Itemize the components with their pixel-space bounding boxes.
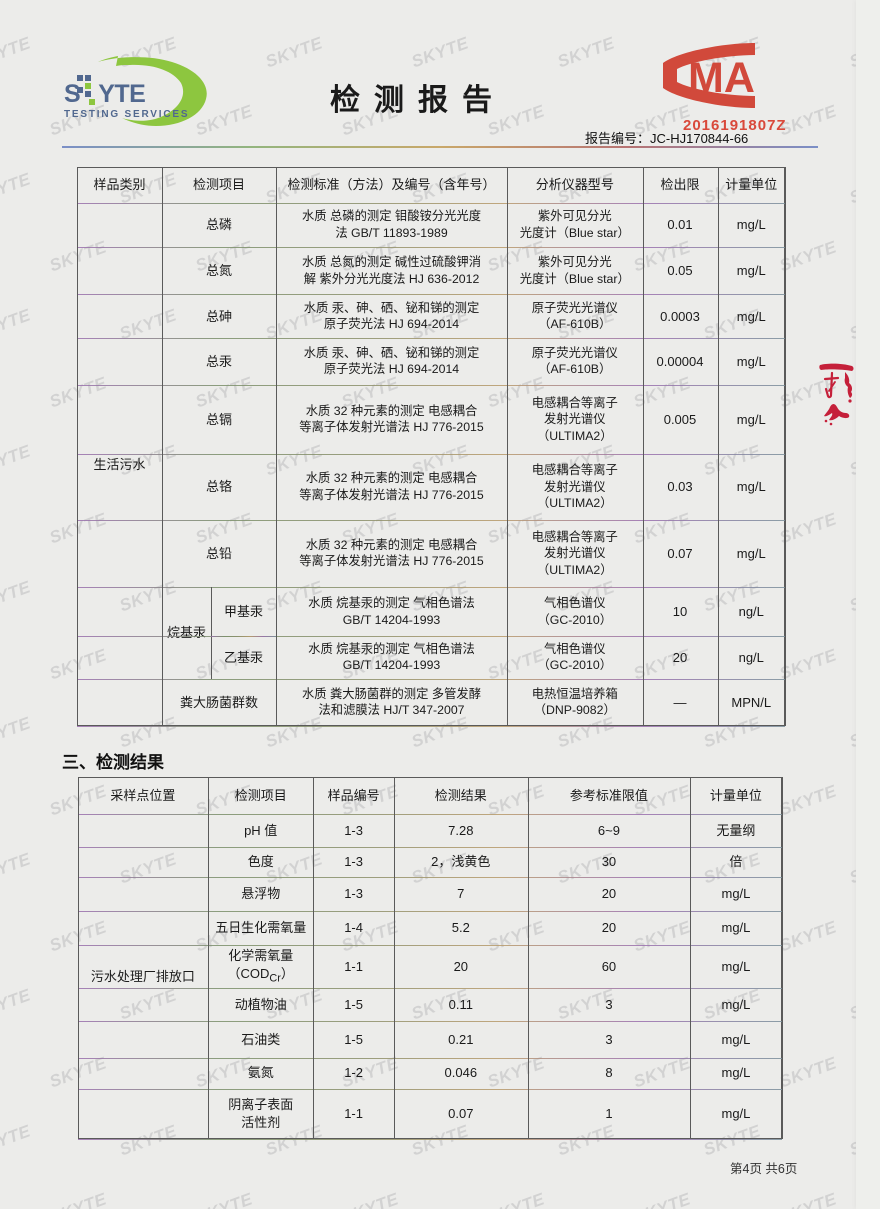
svg-text:MA: MA <box>688 54 755 102</box>
